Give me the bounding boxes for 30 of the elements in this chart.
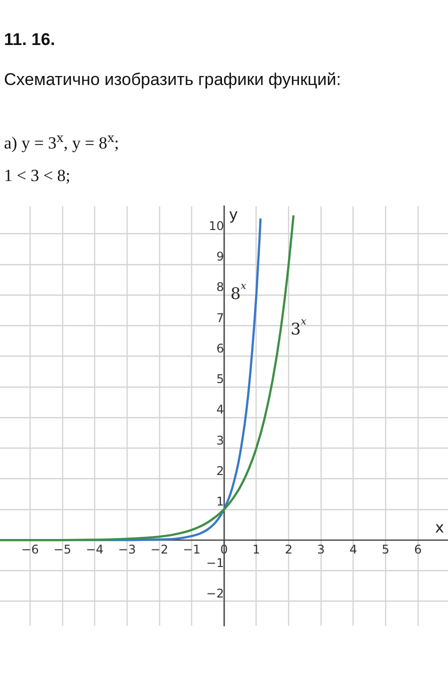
- x-tick-label: −2: [150, 542, 168, 556]
- x-tick-label: −5: [54, 542, 72, 556]
- y-tick-label: 2: [216, 464, 224, 478]
- x-tick-label: −1: [182, 542, 201, 556]
- x-tick-label: 1: [252, 542, 260, 556]
- chart-title: 11. 16.: [4, 30, 56, 50]
- chart-subtitle: Схематично изобразить графики функций:: [4, 70, 342, 90]
- y-tick-label: −1: [206, 555, 224, 570]
- text: а) y = 3$^{x}$, y = 8$^{x}$;: [4, 130, 120, 154]
- y-tick-label: 1: [216, 494, 224, 508]
- y-tick-label: 10: [208, 218, 224, 233]
- x-tick-label: 6: [414, 542, 422, 556]
- y-axis-title: y: [229, 205, 238, 224]
- x-tick-label: 5: [382, 542, 390, 556]
- x-tick-label: 4: [349, 542, 358, 556]
- x-tick-label: −6: [21, 542, 39, 556]
- y-tick-label: 4: [216, 402, 224, 416]
- x-tick-label: −3: [118, 542, 136, 556]
- y-tick-label: 7: [216, 310, 224, 324]
- x-axis-title: x: [435, 518, 444, 536]
- y-tick-label: 5: [216, 372, 224, 386]
- y-tick-label: 3: [216, 432, 224, 447]
- x-tick-label: 2: [284, 542, 292, 556]
- y-tick-label: 8: [216, 280, 224, 294]
- x-tick-label: 3: [317, 542, 325, 556]
- y-tick-label: 6: [216, 341, 224, 356]
- text: 1 < 3 < 8;: [4, 166, 72, 186]
- y-tick-label: 9: [216, 249, 224, 264]
- y-tick-label: −2: [206, 586, 224, 600]
- x-tick-label: −4: [86, 542, 104, 556]
